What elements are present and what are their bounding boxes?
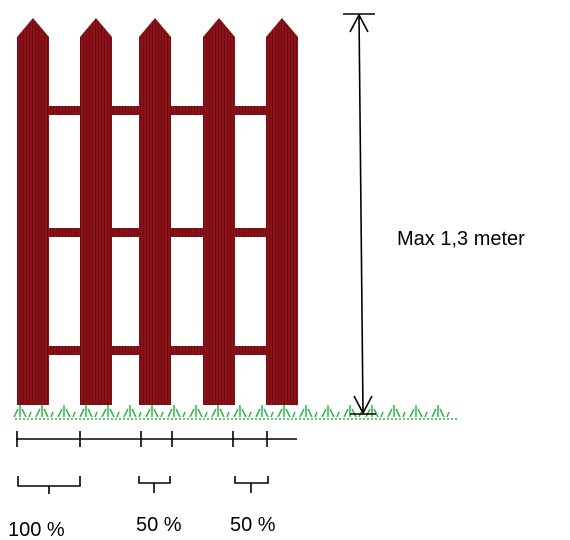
spacing-scale xyxy=(16,431,297,494)
brace-50-first xyxy=(138,476,171,493)
height-arrow-line xyxy=(358,13,364,414)
grass-tuft xyxy=(79,405,98,418)
grass-tufts xyxy=(13,405,450,418)
grass xyxy=(13,405,458,420)
height-label: Max 1,3 meter xyxy=(397,228,525,250)
grass-tuft xyxy=(57,405,76,418)
spacing-label-50-second: 50 % xyxy=(230,514,276,536)
fence-picket xyxy=(266,18,298,405)
arrowhead-up-icon xyxy=(349,13,369,33)
grass-tuft xyxy=(387,405,406,418)
spacing-label-50-first: 50 % xyxy=(136,514,182,536)
height-dimension xyxy=(343,13,376,415)
grass-tuft xyxy=(409,405,428,418)
grass-tuft xyxy=(255,405,274,418)
grass-tuft xyxy=(211,405,230,418)
arrowhead-down-icon xyxy=(353,395,373,415)
grass-tuft xyxy=(101,405,120,418)
grass-tuft xyxy=(189,405,208,418)
spacing-label-100: 100 % xyxy=(8,519,65,540)
grass-tuft xyxy=(145,405,164,418)
grass-tuft xyxy=(13,405,32,418)
grass-tuft xyxy=(321,405,340,418)
grass-tuft xyxy=(299,405,318,418)
grass-tuft xyxy=(123,405,142,418)
grass-tuft xyxy=(167,405,186,418)
grass-tuft xyxy=(35,405,54,418)
brace-100 xyxy=(17,476,81,494)
fence-picket xyxy=(17,18,49,405)
fence-picket xyxy=(203,18,235,405)
fence-pickets xyxy=(17,18,298,405)
fence-picket xyxy=(80,18,112,405)
brace-50-second xyxy=(234,476,269,493)
grass-tuft xyxy=(365,405,384,418)
grass-tuft xyxy=(431,405,450,418)
grass-tuft xyxy=(343,405,362,418)
grass-tuft xyxy=(277,405,296,418)
grass-tuft xyxy=(233,405,252,418)
fence-picket xyxy=(139,18,171,405)
